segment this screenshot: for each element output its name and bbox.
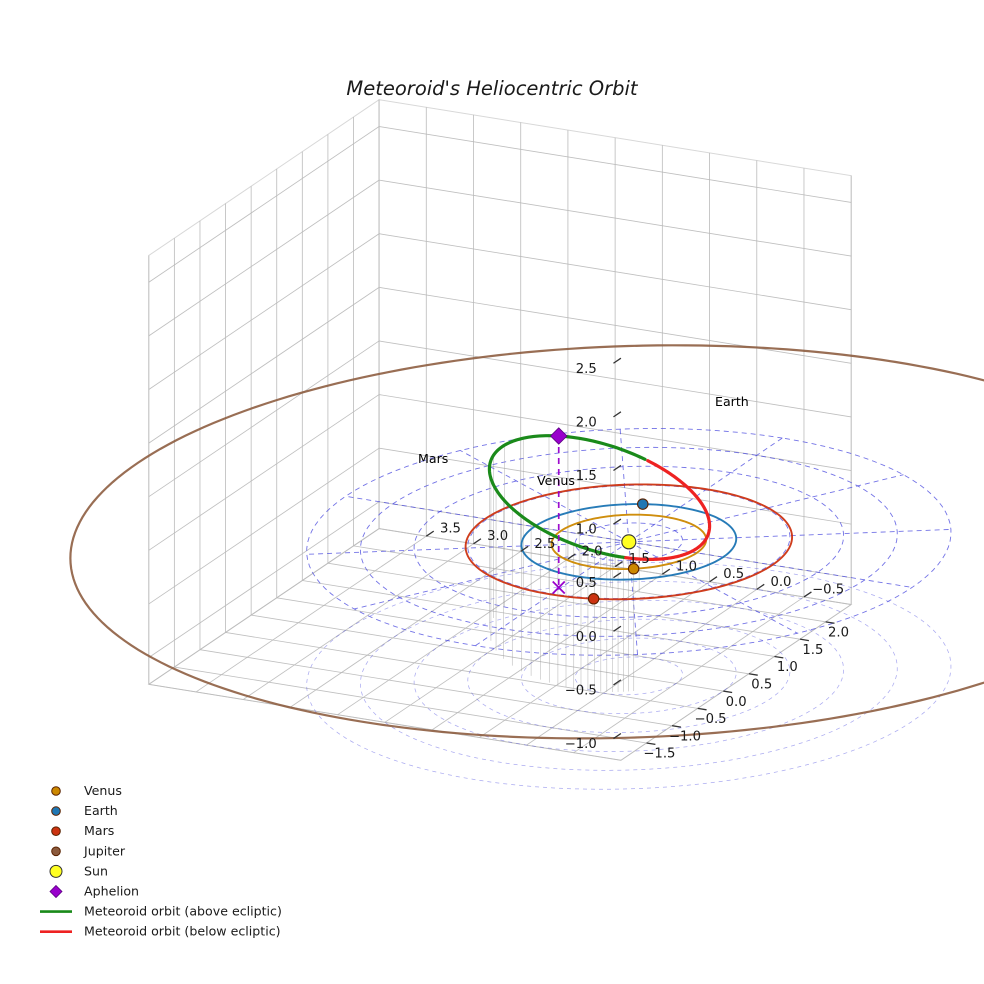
axis-ticks (425, 357, 835, 746)
meteoroid-orbit (487, 434, 712, 562)
aphelion-marker (549, 427, 568, 595)
aphelion-ground-x (552, 580, 566, 595)
polar-grid (306, 428, 952, 790)
aphelion-diamond (549, 427, 568, 445)
body-marker-sun (621, 534, 637, 550)
orbit-stem-lines (489, 435, 640, 692)
body-markers (587, 498, 649, 605)
body-marker-earth (637, 498, 649, 510)
body-marker-mars (587, 593, 600, 605)
jupiter-orbit (69, 344, 984, 740)
body-marker-venus (627, 563, 640, 575)
